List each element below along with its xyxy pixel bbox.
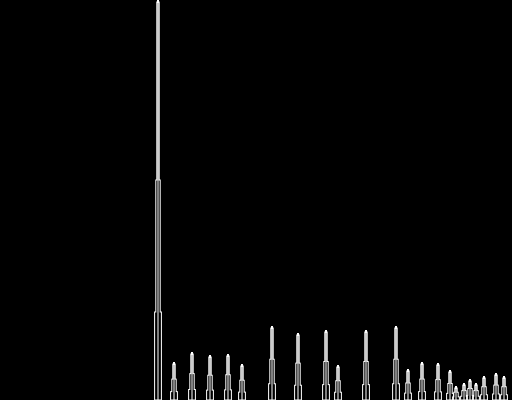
bar-3 bbox=[206, 355, 214, 400]
bar-0 bbox=[154, 0, 162, 400]
bar-13 bbox=[418, 362, 426, 400]
bar-21 bbox=[492, 373, 500, 400]
bar-10 bbox=[362, 330, 370, 400]
bar-18 bbox=[466, 379, 474, 400]
bar-15 bbox=[446, 370, 454, 400]
bar-14 bbox=[434, 363, 442, 400]
bar-5 bbox=[238, 364, 246, 400]
bar-22 bbox=[500, 376, 508, 400]
bar-20 bbox=[480, 376, 488, 400]
bar-16 bbox=[452, 386, 460, 400]
bar-1 bbox=[170, 362, 178, 400]
bar-12 bbox=[404, 369, 412, 400]
bar-17 bbox=[460, 383, 468, 400]
bar-9 bbox=[334, 365, 342, 400]
bar-19 bbox=[472, 383, 480, 400]
bar-6 bbox=[268, 326, 276, 400]
bar-7 bbox=[294, 333, 302, 400]
bar-4 bbox=[224, 354, 232, 400]
bar-2 bbox=[188, 352, 196, 400]
bar-8 bbox=[322, 330, 330, 400]
bar-11 bbox=[392, 326, 400, 400]
